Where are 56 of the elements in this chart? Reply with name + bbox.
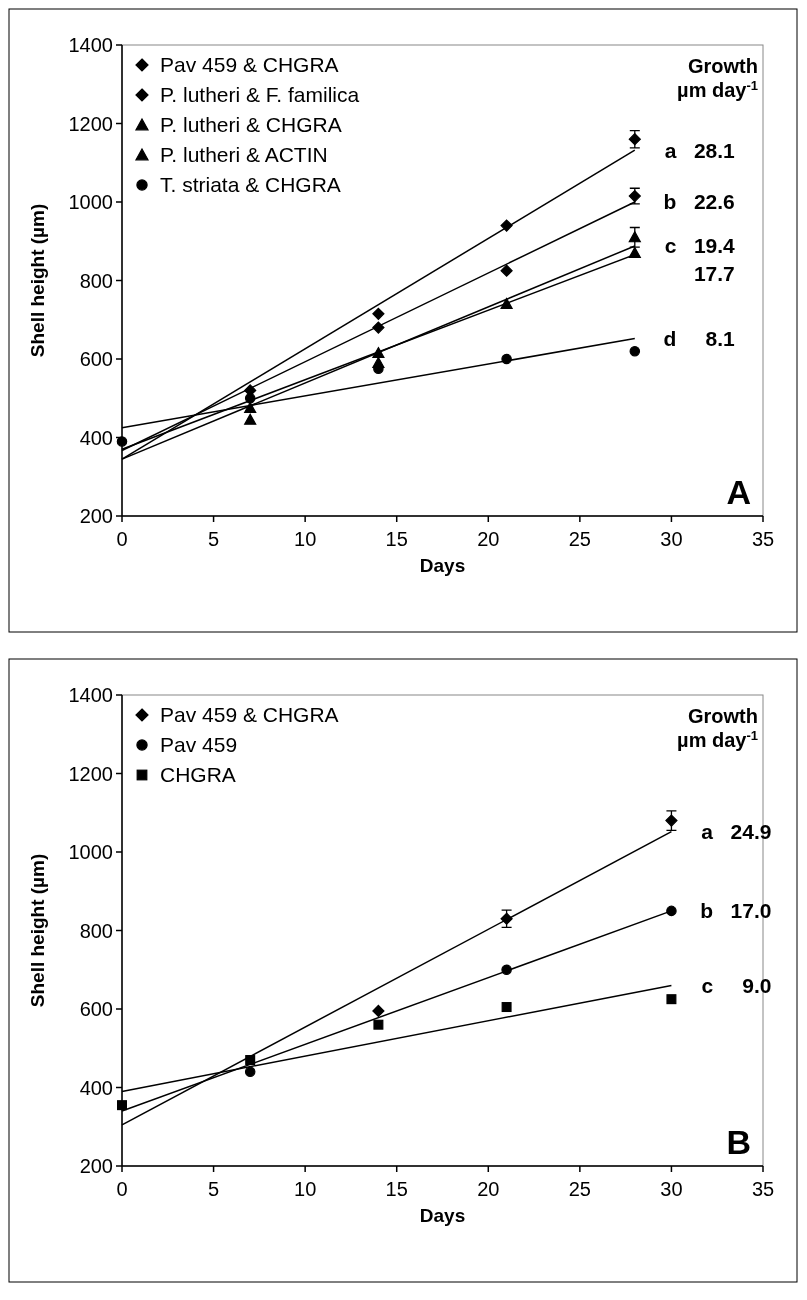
annotation: µm day$^{-1}$ bbox=[677, 727, 758, 751]
y-tick-label: 600 bbox=[79, 998, 113, 1020]
legend-label: Pav 459 bbox=[160, 733, 238, 757]
legend-label: P. lutheri & F. familica bbox=[160, 83, 360, 107]
x-tick-label: 35 bbox=[751, 1178, 775, 1200]
annotation: 17.7 bbox=[693, 262, 735, 286]
x-axis-title: Days bbox=[419, 555, 466, 576]
legend-label: P. lutheri & ACTIN bbox=[160, 143, 328, 167]
annotation: µm day$^{-1}$ bbox=[677, 77, 758, 101]
annotation: b 22.6 bbox=[663, 190, 735, 214]
x-tick-label: 30 bbox=[660, 528, 683, 550]
y-tick-label: 600 bbox=[79, 348, 113, 370]
y-axis-title: Shell height (µm) bbox=[27, 203, 48, 358]
x-tick-label: 5 bbox=[208, 528, 220, 550]
y-tick-label: 1000 bbox=[68, 841, 113, 863]
x-tick-label: 25 bbox=[568, 1178, 591, 1200]
y-tick-label: 1400 bbox=[68, 34, 113, 56]
x-tick-label: 0 bbox=[116, 1178, 128, 1200]
y-tick-label: 200 bbox=[79, 505, 113, 527]
y-tick-label: 400 bbox=[79, 426, 113, 449]
y-tick-label: 200 bbox=[79, 1155, 113, 1177]
x-tick-label: 0 bbox=[116, 528, 128, 550]
legend-label: CHGRA bbox=[160, 763, 236, 787]
annotation: a 28.1 bbox=[664, 138, 736, 162]
annotation: b 17.0 bbox=[700, 899, 772, 923]
x-tick-label: 15 bbox=[385, 528, 408, 550]
annotation: a 24.9 bbox=[701, 819, 772, 843]
y-tick-label: 400 bbox=[79, 1076, 113, 1099]
annotation: A bbox=[726, 473, 751, 511]
annotation: c 19.4 bbox=[664, 234, 736, 258]
x-tick-label: 20 bbox=[477, 528, 500, 550]
y-tick-label: 1200 bbox=[68, 112, 113, 135]
y-tick-label: 800 bbox=[79, 269, 113, 292]
legend-label: Pav 459 & CHGRA bbox=[160, 703, 339, 727]
legend-label: P. lutheri & CHGRA bbox=[160, 113, 342, 137]
legend-label: T. striata & CHGRA bbox=[160, 173, 341, 197]
x-tick-label: 15 bbox=[385, 1178, 408, 1200]
annotation: Growth bbox=[688, 705, 758, 727]
x-tick-label: 10 bbox=[294, 528, 317, 550]
x-tick-label: 10 bbox=[294, 1178, 317, 1200]
x-tick-label: 25 bbox=[568, 528, 591, 550]
annotation: B bbox=[726, 1123, 751, 1161]
x-tick-label: 20 bbox=[477, 1178, 500, 1200]
annotation: Growth bbox=[688, 55, 758, 77]
annotation: c 9.0 bbox=[701, 973, 772, 997]
y-tick-label: 800 bbox=[79, 919, 113, 942]
x-tick-label: 30 bbox=[660, 1178, 683, 1200]
annotation: d 8.1 bbox=[663, 326, 736, 350]
x-tick-label: 35 bbox=[751, 528, 775, 550]
x-axis-title: Days bbox=[419, 1205, 466, 1226]
legend-label: Pav 459 & CHGRA bbox=[160, 53, 339, 77]
y-tick-label: 1200 bbox=[68, 762, 113, 785]
y-tick-label: 1000 bbox=[68, 191, 113, 213]
x-tick-label: 5 bbox=[208, 1178, 220, 1200]
y-tick-label: 1400 bbox=[68, 684, 113, 706]
y-axis-title: Shell height (µm) bbox=[27, 853, 48, 1008]
